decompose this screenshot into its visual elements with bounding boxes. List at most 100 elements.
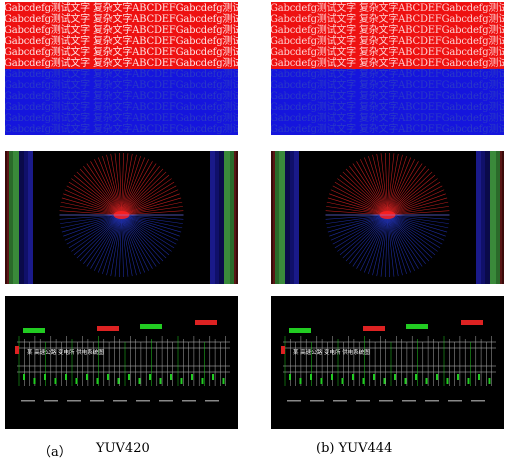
ray-line bbox=[60, 214, 122, 229]
text-line: Gabcdefg测试文字 复杂文字ABCDEFGabcdefg测试文字 bbox=[271, 3, 504, 14]
ray-line bbox=[387, 214, 415, 271]
side-stripe bbox=[271, 151, 273, 284]
ray-line bbox=[121, 157, 146, 216]
text-line: Gabcdefg测试文字 复杂文字ABCDEFGabcdefg测试文字 bbox=[5, 91, 238, 102]
ray-line bbox=[387, 214, 443, 245]
side-stripe bbox=[208, 151, 210, 284]
ray-line bbox=[339, 174, 388, 216]
status-marker bbox=[446, 378, 449, 384]
ray-line bbox=[121, 201, 183, 216]
ray-line bbox=[83, 214, 122, 265]
side-stripe bbox=[496, 151, 500, 284]
ray-line bbox=[387, 201, 449, 216]
side-stripe bbox=[7, 151, 9, 284]
side-stripe bbox=[285, 151, 290, 284]
ray-line bbox=[387, 197, 448, 216]
ray-line bbox=[387, 214, 441, 249]
ray-line bbox=[121, 181, 175, 216]
side-stripe bbox=[9, 151, 13, 284]
ray-line bbox=[368, 214, 388, 275]
text-panel-yuv420: Gabcdefg测试文字 复杂文字ABCDEFGabcdefg测试文字 Gabcd… bbox=[5, 2, 238, 135]
ray-line bbox=[90, 161, 122, 216]
status-marker bbox=[404, 378, 407, 384]
text-line: Gabcdefg测试文字 复杂文字ABCDEFGabcdefg测试文字 bbox=[5, 3, 238, 14]
ray-line bbox=[121, 154, 137, 216]
text-line: Gabcdefg测试文字 复杂文字ABCDEFGabcdefg测试文字 bbox=[5, 80, 238, 91]
side-stripe bbox=[290, 151, 294, 284]
ray-line bbox=[387, 178, 438, 216]
ray-line bbox=[121, 214, 124, 277]
ray-line bbox=[121, 214, 137, 276]
ray-line bbox=[387, 214, 430, 262]
side-stripe bbox=[224, 151, 230, 284]
text-line: Gabcdefg测试文字 复杂文字ABCDEFGabcdefg测试文字 bbox=[5, 113, 238, 124]
status-marker bbox=[15, 346, 19, 354]
ray-line bbox=[387, 214, 438, 252]
ray-line bbox=[83, 165, 122, 216]
text-line: Gabcdefg测试文字 复杂文字ABCDEFGabcdefg测试文字 bbox=[5, 36, 238, 47]
ray-line bbox=[334, 181, 388, 216]
ray-line bbox=[387, 214, 419, 269]
text-lines: Gabcdefg测试文字 复杂文字ABCDEFGabcdefg测试文字 Gabcd… bbox=[271, 2, 504, 135]
bottom-label bbox=[333, 400, 347, 402]
ray-line bbox=[121, 193, 180, 216]
text-line: Gabcdefg测试文字 复杂文字ABCDEFGabcdefg测试文字 bbox=[5, 14, 238, 25]
status-marker bbox=[159, 378, 162, 384]
text-line: Gabcdefg测试文字 复杂文字ABCDEFGabcdefg测试文字 bbox=[5, 25, 238, 36]
ray-line bbox=[106, 154, 122, 216]
text-line: Gabcdefg测试文字 复杂文字ABCDEFGabcdefg测试文字 bbox=[271, 124, 504, 135]
ray-line bbox=[121, 214, 175, 249]
bottom-label bbox=[379, 400, 393, 402]
ray-line bbox=[325, 210, 388, 216]
ray-line bbox=[121, 214, 149, 271]
side-stripe bbox=[215, 151, 219, 284]
status-marker bbox=[170, 374, 172, 380]
bottom-label bbox=[44, 400, 58, 402]
status-marker bbox=[320, 378, 323, 384]
text-line: Gabcdefg测试文字 复杂文字ABCDEFGabcdefg测试文字 bbox=[5, 69, 238, 80]
ray-line bbox=[387, 214, 412, 273]
schematic-panel-yuv444: 某 高速公路 变电所 供电系统图 bbox=[271, 296, 504, 429]
ray-line bbox=[121, 214, 184, 220]
schematic-graphic: 某 高速公路 变电所 供电系统图 bbox=[281, 320, 496, 402]
ray-line bbox=[119, 153, 122, 216]
status-marker bbox=[96, 378, 99, 384]
ray-line bbox=[66, 214, 122, 245]
side-stripe bbox=[219, 151, 224, 284]
ray-line bbox=[339, 214, 388, 256]
blue-band bbox=[5, 68, 238, 135]
ray-line bbox=[110, 153, 122, 216]
bottom-label bbox=[402, 400, 416, 402]
ray-line bbox=[121, 214, 177, 245]
ray-line bbox=[387, 214, 399, 277]
ray-line bbox=[387, 214, 423, 267]
ray-line bbox=[63, 214, 122, 237]
side-stripe bbox=[236, 151, 238, 284]
ray-line bbox=[119, 214, 122, 277]
side-stripe bbox=[273, 151, 275, 284]
caption-b: (b) YUV444 bbox=[316, 441, 393, 456]
text-line: Gabcdefg测试文字 复杂文字ABCDEFGabcdefg测试文字 bbox=[5, 58, 238, 69]
ray-line bbox=[121, 214, 133, 277]
ray-line bbox=[121, 210, 184, 216]
ray-line bbox=[121, 161, 153, 216]
ray-line bbox=[387, 214, 407, 275]
bottom-label bbox=[425, 400, 439, 402]
ray-line bbox=[326, 206, 388, 216]
ray-line bbox=[90, 214, 122, 269]
schematic-label-box bbox=[140, 324, 162, 329]
ray-line bbox=[327, 197, 388, 216]
ray-line bbox=[349, 214, 388, 265]
status-marker bbox=[394, 374, 396, 380]
status-marker bbox=[201, 378, 204, 384]
ray-line bbox=[326, 201, 388, 216]
ray-line bbox=[326, 214, 388, 224]
ray-line bbox=[327, 214, 388, 233]
text-line: Gabcdefg测试文字 复杂文字ABCDEFGabcdefg测试文字 bbox=[5, 124, 238, 135]
ray-line bbox=[121, 214, 170, 256]
ray-line bbox=[356, 214, 388, 269]
ray-line bbox=[387, 214, 426, 265]
ray-line bbox=[329, 193, 388, 216]
ray-line bbox=[73, 174, 122, 216]
ray-line bbox=[121, 153, 124, 216]
